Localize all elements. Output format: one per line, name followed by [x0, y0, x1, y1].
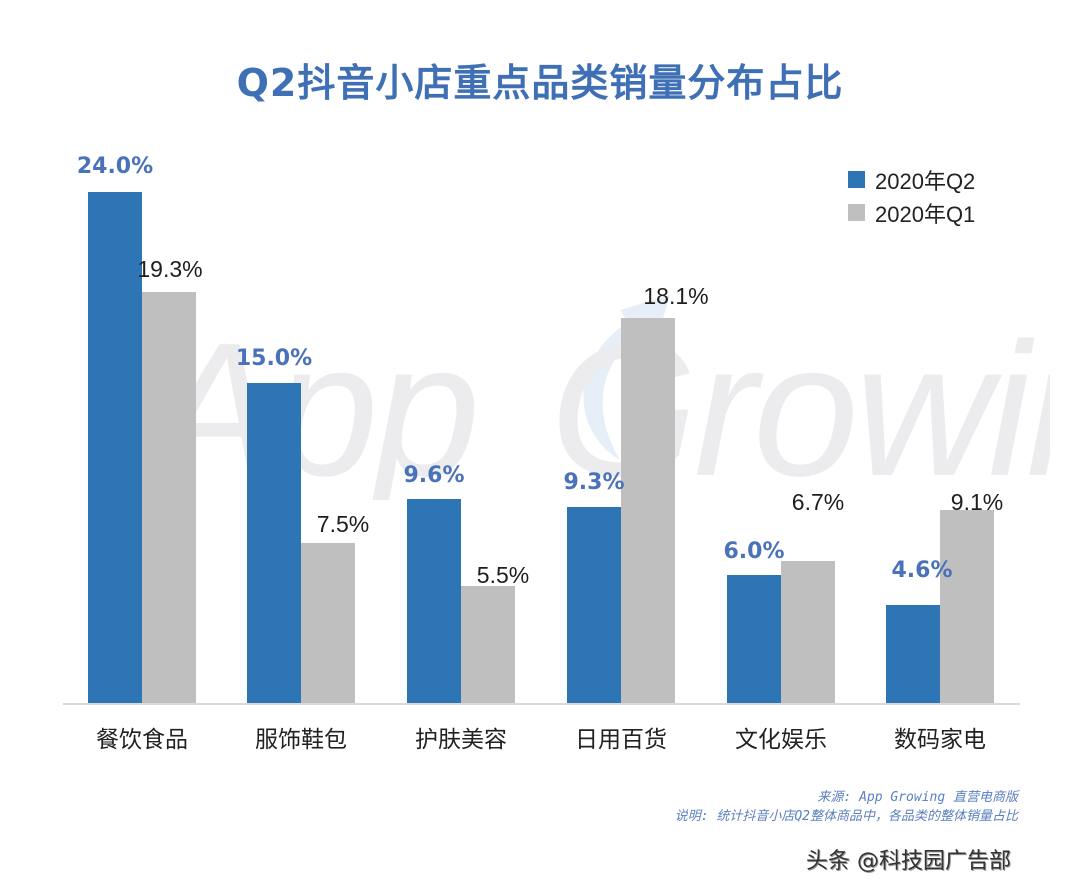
chart-title: Q2抖音小店重点品类销量分布占比 — [236, 61, 844, 105]
value-label-q2: 9.3% — [563, 470, 625, 495]
value-label-q1: 7.5% — [316, 511, 370, 537]
source-text: 来源: App Growing 直营电商版 — [817, 790, 1018, 805]
value-label-q2: 15.0% — [235, 346, 313, 371]
category-label: 护肤美容 — [415, 727, 507, 753]
value-label-q1: 18.1% — [643, 283, 709, 309]
bar-q2-1 — [247, 383, 301, 703]
legend-swatch-q1 — [848, 204, 865, 221]
value-label-q1: 6.7% — [791, 489, 845, 515]
bar-q1-1 — [301, 543, 355, 703]
bar-q2-3 — [567, 507, 621, 703]
bar-q1-3 — [621, 318, 675, 703]
category-label: 服饰鞋包 — [255, 727, 347, 753]
bar-q2-2 — [407, 499, 461, 703]
category-label: 餐饮食品 — [96, 727, 188, 753]
value-label-q2: 9.6% — [403, 463, 465, 488]
chart-source-note: 来源: App Growing 直营电商版 说明: 统计抖音小店Q2整体商品中，… — [675, 788, 1018, 826]
value-label-q1: 9.1% — [950, 489, 1004, 515]
author-credit: 头条 @科技园广告部 — [806, 849, 1011, 874]
legend-item-q2: 2020年Q2 — [848, 163, 975, 196]
legend-label: 2020年Q1 — [875, 201, 976, 227]
category-label: 数码家电 — [894, 727, 986, 753]
value-label-q2: 4.6% — [891, 558, 953, 583]
chart-legend: 2020年Q2 2020年Q1 — [848, 163, 975, 229]
bar-q2-5 — [886, 605, 940, 703]
bar-q1-2 — [461, 586, 515, 703]
legend-label: 2020年Q2 — [875, 168, 976, 194]
value-label-q1: 19.3% — [137, 256, 203, 282]
bar-q1-0 — [142, 292, 196, 703]
value-label-q2: 6.0% — [723, 539, 785, 564]
value-label-q1: 5.5% — [476, 562, 530, 588]
legend-item-q1: 2020年Q1 — [848, 196, 975, 229]
category-label: 日用百货 — [575, 727, 667, 753]
value-label-q2: 24.0% — [76, 154, 154, 179]
bar-q2-0 — [88, 192, 142, 703]
bar-q1-4 — [781, 561, 835, 703]
x-axis-line — [63, 703, 1020, 705]
bar-q1-5 — [940, 510, 994, 703]
note-text: 说明: 统计抖音小店Q2整体商品中，各品类的整体销量占比 — [674, 809, 1018, 824]
bar-q2-4 — [727, 575, 781, 703]
legend-swatch-q2 — [848, 171, 865, 188]
category-label: 文化娱乐 — [735, 727, 827, 753]
